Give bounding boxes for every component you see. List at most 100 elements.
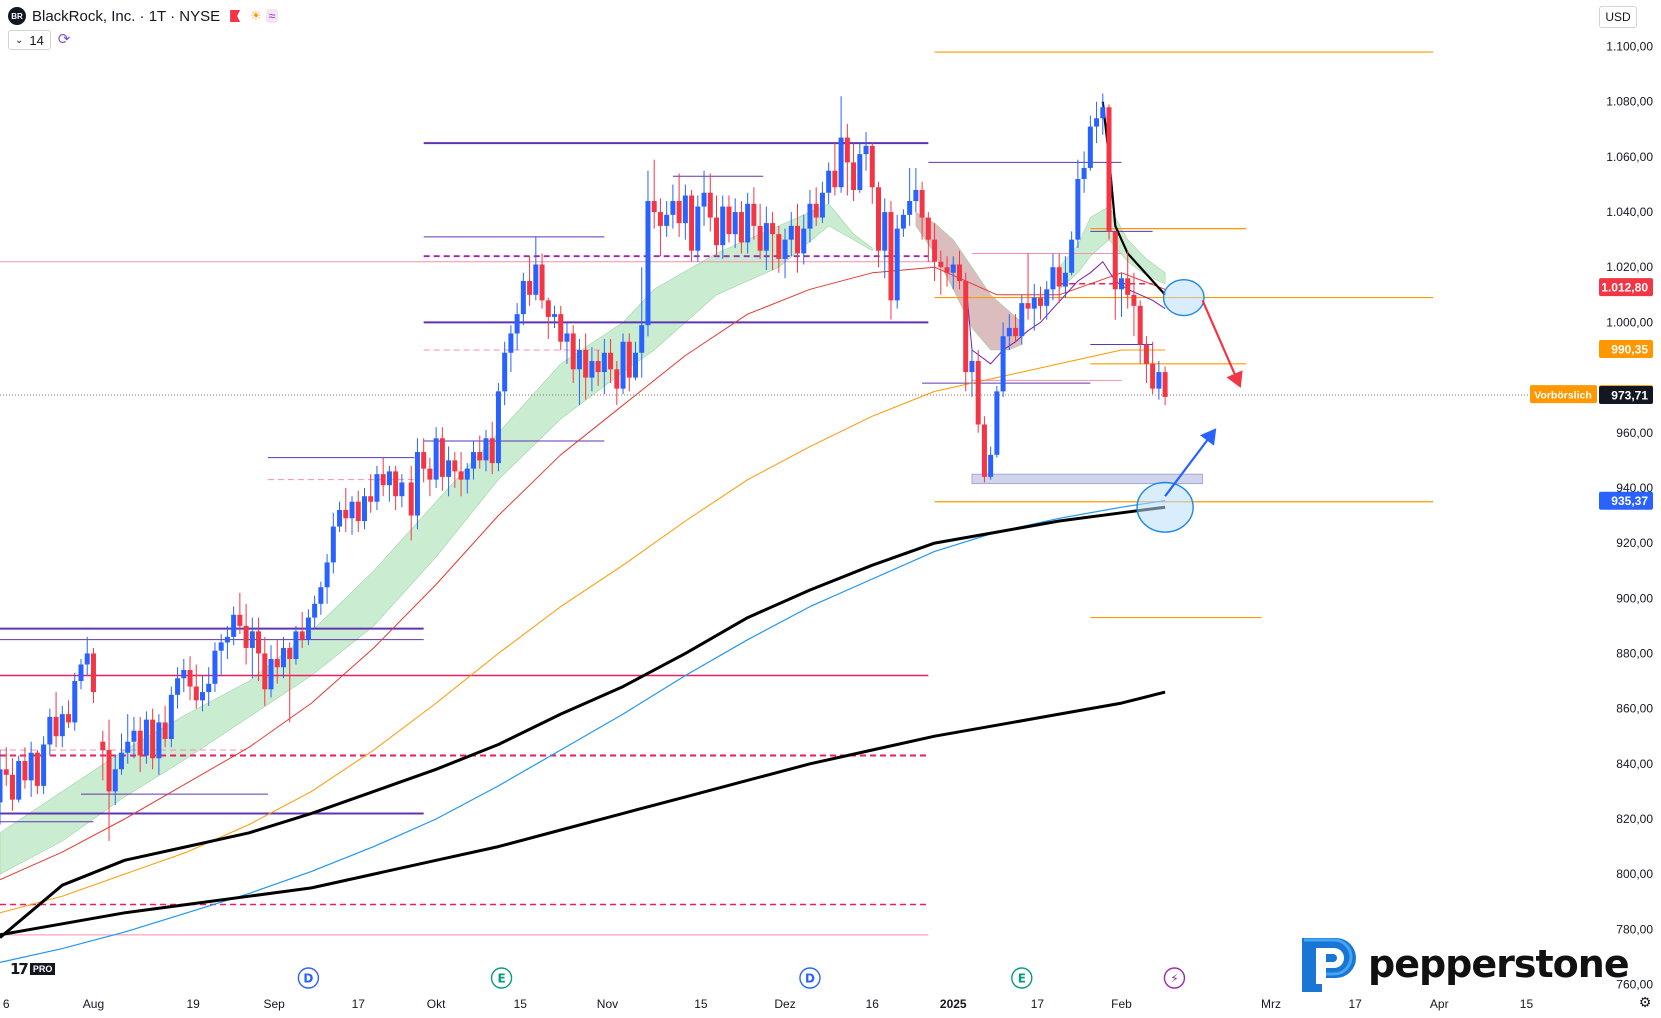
candle-body[interactable] [907, 201, 913, 215]
candle-body[interactable] [181, 670, 187, 679]
candle-body[interactable] [1056, 267, 1062, 287]
highlight-circle[interactable] [1162, 278, 1205, 317]
candle-body[interactable] [106, 750, 112, 792]
candle-body[interactable] [751, 203, 757, 226]
earnings-icon[interactable] [1011, 967, 1033, 989]
candle-body[interactable] [393, 471, 399, 497]
candle-body[interactable] [243, 625, 249, 648]
refresh-icon[interactable]: ⟳ [57, 31, 71, 48]
candle-body[interactable] [256, 631, 262, 654]
candle-body[interactable] [1050, 267, 1056, 290]
candle-body[interactable] [539, 264, 545, 301]
candle-body[interactable] [944, 267, 950, 273]
arrow-up-blue[interactable] [1164, 428, 1217, 497]
wave-icon[interactable]: ≈ [265, 9, 279, 23]
candle-body[interactable] [963, 281, 969, 373]
candle-body[interactable] [913, 190, 919, 202]
candle-body[interactable] [620, 341, 626, 389]
candle-body[interactable] [1006, 327, 1012, 337]
candle-body[interactable] [125, 741, 131, 753]
candle-body[interactable] [520, 281, 526, 315]
candle-body[interactable] [583, 350, 589, 378]
highlight-circle[interactable] [1136, 481, 1194, 533]
indicator-length-box[interactable]: ⌄ 14 [8, 30, 51, 50]
candle-body[interactable] [863, 145, 869, 155]
candle-body[interactable] [932, 239, 938, 262]
candle-body[interactable] [374, 474, 380, 502]
candle-body[interactable] [832, 170, 838, 188]
candle-body[interactable] [844, 137, 850, 163]
candle-body[interactable] [1125, 278, 1131, 295]
candle-body[interactable] [318, 587, 324, 604]
candle-body[interactable] [1131, 294, 1137, 306]
candle-body[interactable] [1137, 305, 1143, 345]
candle-body[interactable] [3, 769, 9, 775]
candle-body[interactable] [439, 438, 445, 477]
candle-body[interactable] [477, 452, 483, 461]
candle-body[interactable] [757, 225, 763, 251]
dividend-icon[interactable] [799, 967, 821, 989]
candle-body[interactable] [249, 631, 255, 648]
candle-body[interactable] [143, 719, 149, 756]
candle-body[interactable] [1075, 178, 1081, 240]
candle-body[interactable] [502, 352, 508, 392]
candle-body[interactable] [595, 361, 601, 373]
candle-body[interactable] [857, 154, 863, 190]
candle-body[interactable] [1062, 272, 1068, 287]
candle-body[interactable] [601, 352, 607, 373]
candle-body[interactable] [782, 239, 788, 259]
candle-body[interactable] [41, 744, 47, 786]
candle-body[interactable] [1150, 363, 1156, 389]
candle-body[interactable] [380, 474, 386, 486]
sun-icon[interactable]: ☀ [250, 8, 262, 23]
candle-body[interactable] [695, 206, 701, 251]
candle-body[interactable] [78, 664, 84, 682]
candle-body[interactable] [626, 341, 632, 378]
candle-body[interactable] [118, 752, 124, 770]
candle-body[interactable] [59, 714, 65, 737]
candle-body[interactable] [287, 647, 293, 659]
candle-body[interactable] [90, 653, 96, 693]
candle-body[interactable] [268, 658, 274, 690]
candle-body[interactable] [888, 212, 894, 301]
candle-body[interactable] [657, 212, 663, 226]
candle-body[interactable] [819, 192, 825, 218]
candle-body[interactable] [639, 325, 645, 353]
candle-body[interactable] [1087, 126, 1093, 168]
candle-body[interactable] [187, 670, 193, 687]
candle-body[interactable] [1106, 107, 1112, 232]
candle-body[interactable] [231, 614, 237, 637]
candle-body[interactable] [882, 212, 888, 251]
candle-body[interactable] [137, 730, 143, 756]
candle-body[interactable] [838, 137, 844, 188]
candle-body[interactable] [355, 501, 361, 522]
candle-body[interactable] [1000, 336, 1006, 392]
candle-body[interactable] [262, 653, 268, 690]
candle-body[interactable] [633, 352, 639, 378]
candle-body[interactable] [112, 769, 118, 792]
candle-body[interactable] [714, 217, 720, 246]
candle-body[interactable] [1081, 167, 1087, 179]
candle-body[interactable] [869, 145, 875, 188]
candle-body[interactable] [1025, 303, 1031, 309]
candle-body[interactable] [175, 678, 181, 695]
candle-body[interactable] [150, 719, 156, 759]
candle-body[interactable] [726, 206, 732, 235]
candle-body[interactable] [1118, 278, 1124, 290]
candle-body[interactable] [552, 314, 558, 317]
candle-body[interactable] [66, 714, 72, 723]
candle-body[interactable] [527, 281, 533, 295]
candle-body[interactable] [193, 686, 199, 701]
candle-body[interactable] [788, 225, 794, 240]
candle-body[interactable] [813, 203, 819, 218]
candle-body[interactable] [446, 460, 452, 477]
candle-body[interactable] [72, 681, 78, 723]
candle-body[interactable] [763, 223, 769, 251]
candle-body[interactable] [720, 206, 726, 246]
candle-body[interactable] [1112, 231, 1118, 290]
candle-body[interactable] [218, 642, 224, 651]
candle-body[interactable] [981, 424, 987, 477]
candle-body[interactable] [919, 190, 925, 218]
candle-body[interactable] [471, 452, 477, 469]
earnings-icon[interactable] [490, 967, 513, 989]
